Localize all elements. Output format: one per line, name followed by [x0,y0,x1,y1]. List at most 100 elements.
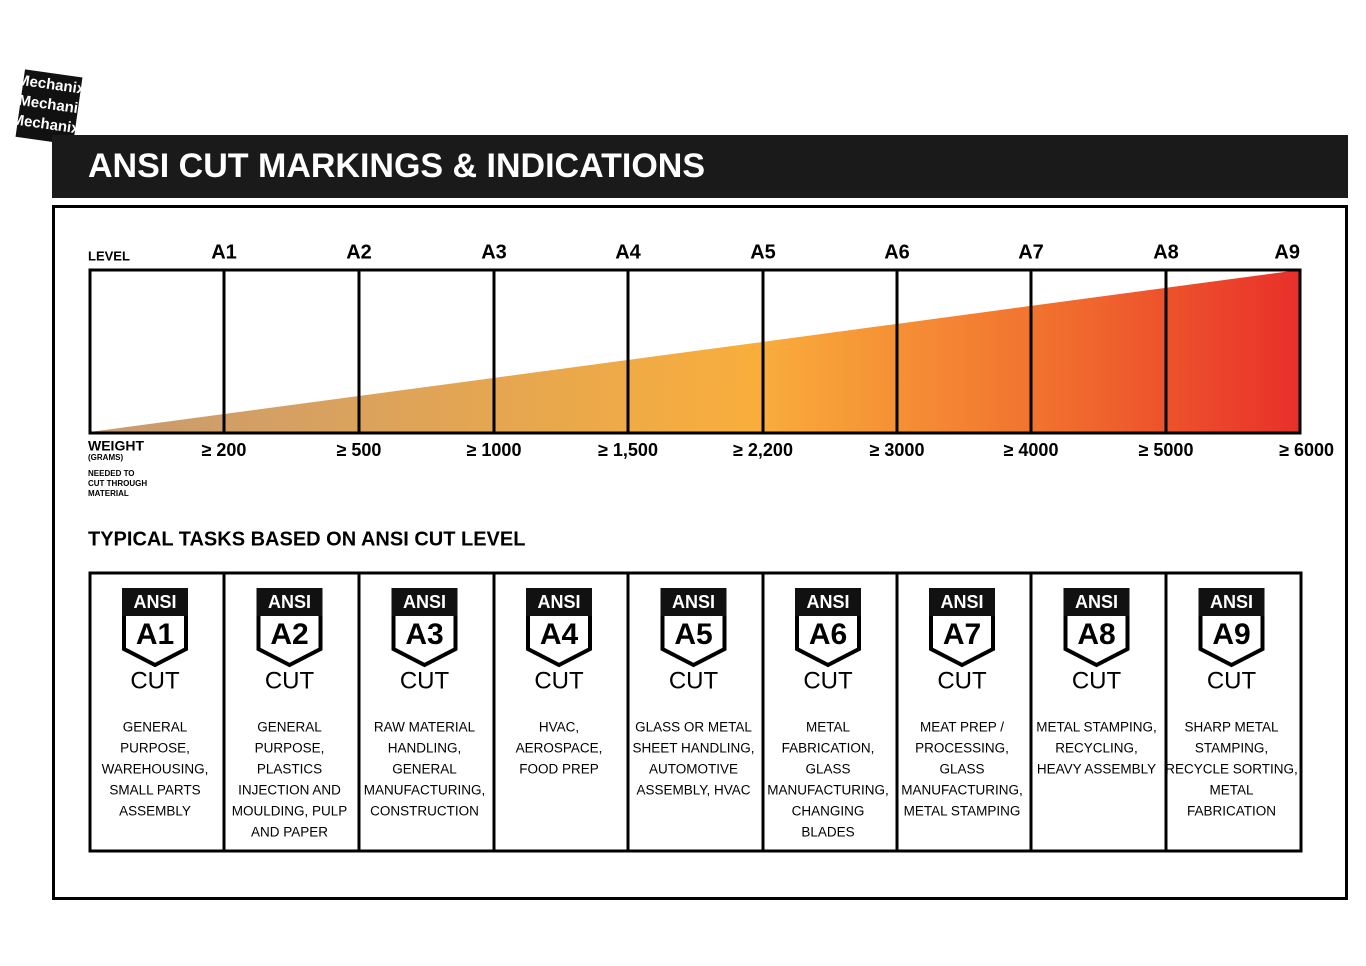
task-line: SHEET HANDLING, [632,741,754,756]
task-line: CONSTRUCTION [370,804,479,819]
tasks-frame [88,571,1303,853]
header-bar [52,135,1348,198]
weight-value: ≥ 200 [202,440,247,460]
task-line: MANUFACTURING, [767,783,889,798]
task-line: AND PAPER [251,825,328,840]
task-line: BLADES [801,825,854,840]
level-tick-label: A9 [1274,241,1300,263]
task-line: METAL STAMPING [904,804,1021,819]
outer-frame [52,205,1348,900]
task-line: GLASS [939,762,984,777]
badge-band [526,588,592,616]
task-line: GENERAL [257,720,322,735]
level-tick-label: A8 [1153,241,1179,263]
weight-note: NEEDED TO [88,469,135,478]
task-line: PLASTICS [257,762,322,777]
task-line: FOOD PREP [519,762,599,777]
badge-top: ANSI [133,592,176,612]
badge-level: A9 [1212,618,1250,651]
badge-bottom: CUT [265,667,315,694]
level-tick-label: A7 [1018,241,1044,263]
level-label: LEVEL [88,248,130,263]
task-line: SHARP METAL [1184,720,1279,735]
badge-bottom: CUT [534,667,584,694]
cut-gradient [90,270,1299,432]
badge-bottom: CUT [1072,667,1122,694]
task-line: HEAVY ASSEMBLY [1037,762,1156,777]
weight-note: CUT THROUGH [88,479,147,488]
header-title: ANSI CUT MARKINGS & INDICATIONS [88,147,705,185]
logo: Mechanix Mechanix Mechanix [11,69,88,145]
task-line: PURPOSE, [120,741,190,756]
badge-bottom: CUT [400,667,450,694]
badge-level: A7 [943,618,981,651]
level-tick-label: A3 [481,241,507,263]
task-line: METAL [1209,783,1253,798]
badge-level: A4 [540,618,579,651]
badge-bottom: CUT [1207,667,1257,694]
badge-top: ANSI [1210,592,1253,612]
task-line: FABRICATION [1187,804,1276,819]
badge-top: ANSI [403,592,446,612]
task-line: MEAT PREP / [920,720,1004,735]
badge-top: ANSI [268,592,311,612]
task-line: METAL [806,720,850,735]
weight-value: ≥ 6000 [1279,440,1334,460]
tasks-title: TYPICAL TASKS BASED ON ANSI CUT LEVEL [88,528,525,550]
badge-level: A2 [270,618,308,651]
badge-bottom: CUT [130,667,180,694]
logo-bg [15,69,83,145]
weight-label: WEIGHT [88,438,144,454]
task-line: ASSEMBLY [119,804,191,819]
task-line: GENERAL [123,720,188,735]
level-tick-label: A5 [750,241,776,263]
task-line: ASSEMBLY, HVAC [636,783,750,798]
task-line: METAL STAMPING, [1036,720,1157,735]
task-line: MANUFACTURING, [901,783,1023,798]
badge-bottom: CUT [803,667,853,694]
level-tick-label: A2 [346,241,372,263]
weight-value: ≥ 4000 [1004,440,1059,460]
badge-bottom: CUT [669,667,719,694]
badge-level: A1 [136,618,174,651]
badge-band [1063,588,1130,616]
task-line: RAW MATERIAL [374,720,476,735]
weight-value: ≥ 3000 [870,440,925,460]
level-tick-label: A1 [211,241,237,263]
badge-level: A3 [405,618,443,651]
badge-band [795,588,861,616]
level-tick-label: A4 [615,241,641,263]
task-line: GLASS [805,762,850,777]
task-line: RECYCLE SORTING, [1165,762,1298,777]
task-line: SMALL PARTS [109,783,200,798]
badge-band [1198,588,1265,616]
weight-value: ≥ 1,500 [598,440,658,460]
task-line: MOULDING, PULP [232,804,348,819]
badge-top: ANSI [940,592,983,612]
task-line: MANUFACTURING, [364,783,486,798]
task-line: INJECTION AND [238,783,341,798]
badge-level: A8 [1077,618,1115,651]
task-line: HVAC, [539,720,579,735]
badge-top: ANSI [1075,592,1118,612]
task-line: AUTOMOTIVE [649,762,738,777]
task-line: RECYCLING, [1055,741,1138,756]
task-line: CHANGING [792,804,865,819]
badge-top: ANSI [537,592,580,612]
badge-band [929,588,995,616]
badge-band [660,588,727,616]
weight-value: ≥ 2,200 [733,440,793,460]
task-line: WAREHOUSING, [102,762,209,777]
task-line: PURPOSE, [255,741,325,756]
scale-frame [88,268,1302,435]
weight-unit: (GRAMS) [88,453,123,462]
level-tick-label: A6 [884,241,910,263]
task-line: STAMPING, [1195,741,1268,756]
task-line: HANDLING, [388,741,462,756]
badge-top: ANSI [806,592,849,612]
badge-band [122,588,188,616]
task-line: FABRICATION, [782,741,875,756]
task-line: GENERAL [392,762,457,777]
